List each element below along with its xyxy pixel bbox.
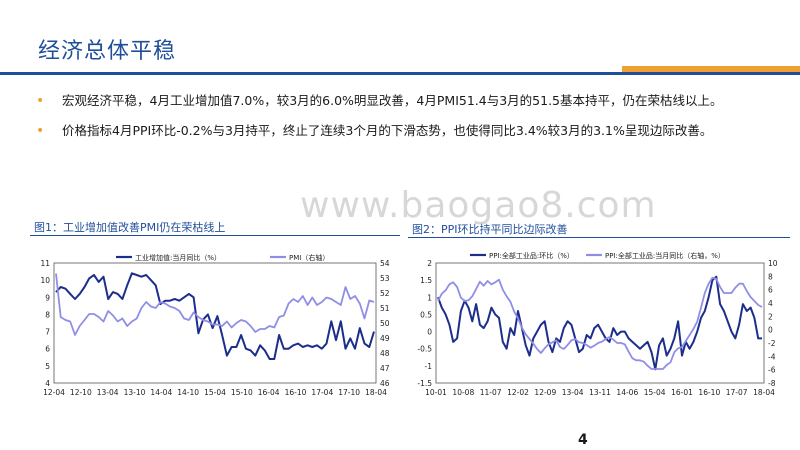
x-tick-label: 17-10 <box>338 388 360 397</box>
chart-ppi: -1.5 -1 -0.5 0 0.5 1 1.5 2 -8 -6 -4 -2 0 2 4 6 8 10 10-01 1… <box>417 251 778 397</box>
y-right-tick-label: 4 <box>768 299 773 308</box>
x-tick-label: 14-06 <box>616 388 638 397</box>
y-left-tick-label: 9 <box>45 293 50 302</box>
y-left-tick-label: 7 <box>45 328 50 337</box>
bullet-text: 价格指标4月PPI环比-0.2%与3月持平，终止了连续3个月的下滑态势，也使得同… <box>62 123 713 138</box>
page-number: 4 <box>578 432 588 448</box>
y-left-tick-label: 2 <box>427 259 432 268</box>
x-tick-label: 10-08 <box>452 388 474 397</box>
series-line-1 <box>55 272 375 360</box>
x-tick-label: 12-02 <box>507 388 529 397</box>
legend-label: PPI:全部工业品:当月同比（右轴，%） <box>605 251 725 260</box>
x-tick-label: 12-10 <box>70 388 92 397</box>
y-right-tick-label: 53 <box>380 274 390 283</box>
x-tick-label: 17-07 <box>726 388 748 397</box>
y-left-tick-label: 10 <box>40 276 50 285</box>
y-left-tick-label: 0.5 <box>420 310 432 319</box>
x-tick-label: 16-10 <box>285 388 307 397</box>
y-left-tick-label: 11 <box>40 259 50 268</box>
y-right-tick-label: 52 <box>380 289 390 298</box>
y-left-tick-label: 1 <box>427 293 432 302</box>
bullet-dot-icon: • <box>36 93 45 109</box>
legend-label: PMI（右轴） <box>289 253 329 262</box>
y-right-tick-label: 47 <box>380 364 390 373</box>
y-left-tick-label: 1.5 <box>420 276 432 285</box>
title-accent-bar <box>622 66 800 72</box>
y-left-tick-label: -1.5 <box>417 379 432 388</box>
page-title: 经济总体平稳 <box>38 39 177 64</box>
x-tick-label: 14-10 <box>177 388 199 397</box>
plot-frame <box>53 262 377 384</box>
x-tick-label: 12-09 <box>534 388 556 397</box>
x-tick-label: 18-04 <box>365 388 387 397</box>
y-left-tick-label: 5 <box>45 362 50 371</box>
y-right-tick-label: 6 <box>768 286 773 295</box>
y-left-tick-label: -1 <box>425 362 433 371</box>
legend-label: PPI:全部工业品:环比（%） <box>489 251 574 260</box>
y-right-tick-label: 10 <box>768 259 778 268</box>
y-right-tick-label: 54 <box>380 259 390 268</box>
y-left-tick-label: 8 <box>45 310 50 319</box>
y-right-tick-label: 48 <box>380 349 390 358</box>
watermark: www.baogao8.com <box>300 185 657 226</box>
legend-label: 工业增加值:当月同比（%） <box>135 253 221 262</box>
y-right-tick-label: 2 <box>768 312 773 321</box>
x-tick-label: 16-01 <box>671 388 693 397</box>
x-tick-label: 12-04 <box>43 388 65 397</box>
bullet-item: • 价格指标4月PPI环比-0.2%与3月持平，终止了连续3个月的下滑态势，也使… <box>36 122 796 140</box>
y-left-tick-label: 0 <box>427 328 432 337</box>
y-right-tick-label: -6 <box>768 366 776 375</box>
y-left-tick-label: 6 <box>45 345 50 354</box>
x-tick-label: 13-04 <box>97 388 119 397</box>
y-right-tick-label: 8 <box>768 272 773 281</box>
bullet-dot-icon: • <box>36 123 45 139</box>
x-tick-label: 14-04 <box>150 388 172 397</box>
x-tick-label: 15-10 <box>231 388 253 397</box>
bullet-item: • 宏观经济平稳，4月工业增加值7.0%，较3月的6.0%明显改善，4月PMI5… <box>36 92 796 110</box>
figure-2-caption: 图2：PPI环比持平同比边际改善 <box>412 223 568 236</box>
y-left-tick-label: -0.5 <box>417 345 432 354</box>
title-underline <box>0 72 622 75</box>
x-tick-label: 11-07 <box>480 388 502 397</box>
series-line-2 <box>437 276 763 370</box>
y-left-tick-label: 4 <box>45 379 50 388</box>
y-right-tick-label: 50 <box>380 319 390 328</box>
title-underline-right <box>622 72 800 75</box>
bullet-text: 宏观经济平稳，4月工业增加值7.0%，较3月的6.0%明显改善，4月PMI51.… <box>62 93 723 108</box>
bullet-list: • 宏观经济平稳，4月工业增加值7.0%，较3月的6.0%明显改善，4月PMI5… <box>36 92 796 152</box>
y-right-tick-label: -4 <box>768 352 776 361</box>
series-line-2 <box>55 273 375 336</box>
y-right-tick-label: 49 <box>380 334 390 343</box>
figure-1-caption-rule <box>30 235 400 236</box>
x-tick-label: 16-04 <box>258 388 280 397</box>
y-right-tick-label: -2 <box>768 339 776 348</box>
x-tick-label: 15-04 <box>204 388 226 397</box>
x-tick-label: 13-04 <box>562 388 584 397</box>
y-right-tick-label: 0 <box>768 326 773 335</box>
y-right-tick-label: 51 <box>380 304 390 313</box>
y-right-tick-label: -8 <box>768 379 776 388</box>
figure-1-caption: 图1：工业增加值改善PMI仍在荣枯线上 <box>34 221 226 234</box>
y-right-tick-label: 46 <box>380 379 390 388</box>
series-line-1 <box>437 275 762 371</box>
plot-frame <box>435 262 765 384</box>
x-tick-label: 10-01 <box>425 388 447 397</box>
figure-2-caption-rule <box>408 237 790 238</box>
x-tick-label: 13-11 <box>589 388 611 397</box>
x-tick-label: 18-04 <box>753 388 775 397</box>
chart-industrial-output-pmi: 4 5 6 7 8 9 10 11 46 47 48 49 50 51 52 53 54 12-04 12-10 13… <box>40 253 390 397</box>
x-tick-label: 16-10 <box>698 388 720 397</box>
x-tick-label: 13-10 <box>124 388 146 397</box>
x-tick-label: 17-04 <box>311 388 333 397</box>
x-tick-label: 15-04 <box>644 388 666 397</box>
